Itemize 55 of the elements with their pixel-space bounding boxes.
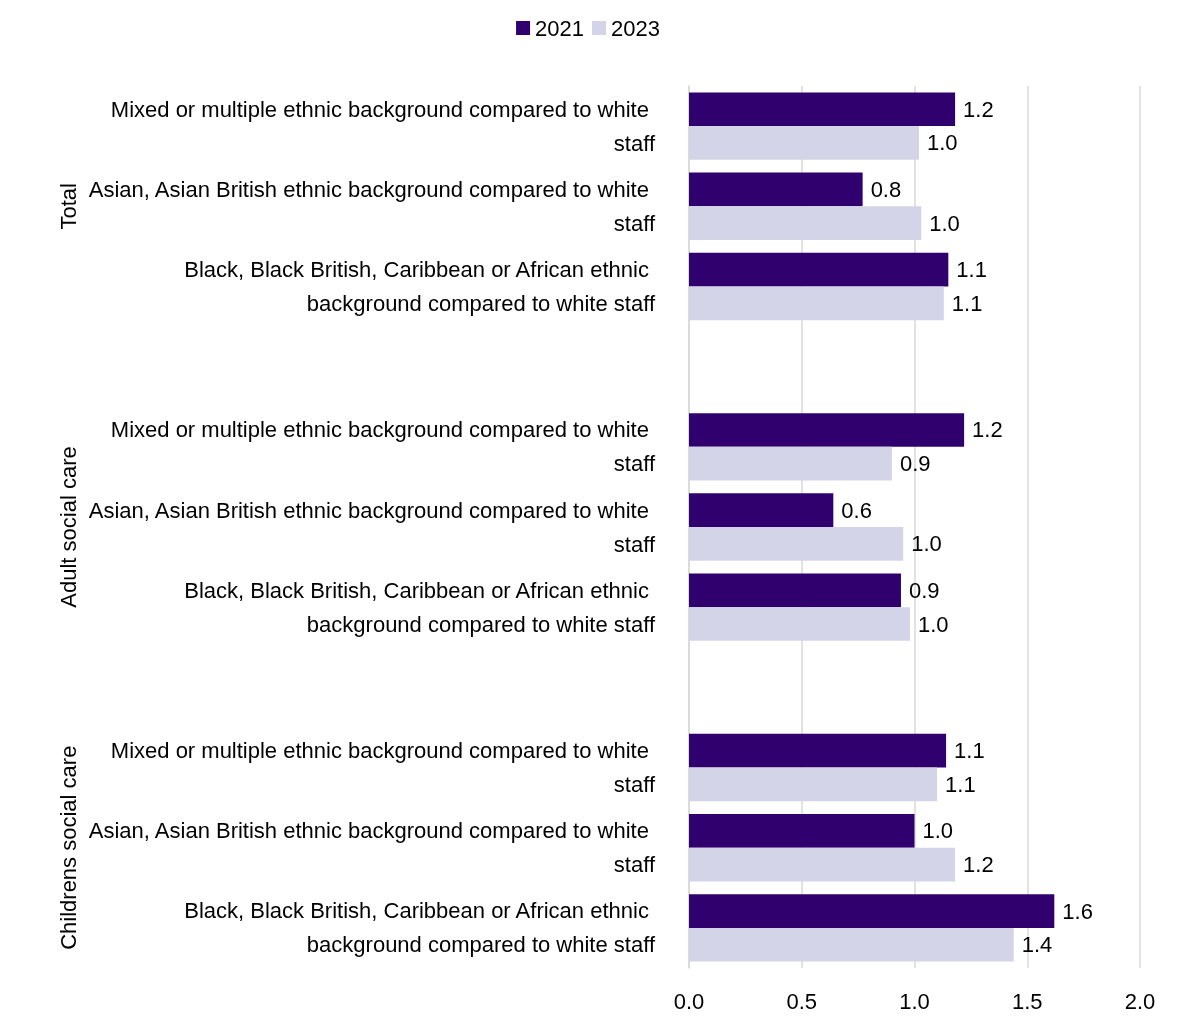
data-label: 1.0 [922,818,954,844]
data-label: 1.1 [951,290,983,316]
data-label: 1.1 [956,257,987,283]
text: Total [55,183,81,230]
y-tick-label: Asian, Asian British ethnic background compared to white staff [88,176,656,236]
data-label: 0.6 [841,497,872,523]
y-tick-label: Asian, Asian British ethnic background compared to white staff [88,818,656,878]
bar [689,607,910,641]
bar [689,172,863,207]
bar [689,252,949,287]
y-tick-label: Mixed or multiple ethnic background compared to white staff [110,738,656,798]
x-tick-label: 1.0 [899,988,930,1014]
data-label: 0.9 [899,451,931,477]
data-label: 1.0 [917,611,949,637]
bar [689,927,1014,962]
bar [689,847,956,882]
y-tick-label: Asian, Asian British ethnic background compared to white staff [88,497,656,557]
data-label: 1.4 [1021,932,1053,958]
x-tick-label: 2.0 [1124,988,1156,1014]
legend-label: 2021 [535,15,585,41]
data-label: 1.2 [972,417,1003,443]
bar [689,573,901,608]
data-label: 1.2 [963,96,994,122]
bar [689,446,892,481]
legend-label: 2023 [611,15,660,41]
data-label: 0.8 [870,176,902,202]
bar [689,493,834,527]
text: Childrens social care [55,745,81,950]
y-tick-label: Black, Black British, Caribbean or African ethnic background compared to white staff [184,256,656,316]
data-label: 1.2 [963,852,994,878]
bar [689,814,915,848]
data-label: 1.1 [945,771,976,797]
bar [689,286,944,321]
data-label: 1.1 [954,738,985,764]
data-label: 1.6 [1062,898,1093,924]
text: Adult social care [55,446,81,608]
bar [689,767,938,802]
x-tick-label: 0.5 [786,988,818,1014]
y-tick-label: Black, Black British, Caribbean or African ethnic background compared to white staff [184,898,656,958]
bar [689,527,904,561]
bar [689,206,922,240]
y-tick-label: Mixed or multiple ethnic background compared to white staff [110,417,656,477]
data-label: 0.9 [908,577,940,603]
bar [689,413,965,447]
x-tick-label: 1.5 [1011,988,1043,1014]
bar [689,92,956,127]
data-label: 1.0 [911,531,942,557]
y-tick-label: Mixed or multiple ethnic background compared to white staff [110,96,656,156]
bar [689,126,920,160]
bar [689,894,1055,928]
data-label: 1.0 [927,130,958,156]
bar [689,733,947,768]
y-tick-label: Black, Black British, Caribbean or African ethnic background compared to white staff [184,577,656,637]
x-tick-label: 0.0 [673,988,705,1014]
data-label: 1.0 [929,210,960,236]
